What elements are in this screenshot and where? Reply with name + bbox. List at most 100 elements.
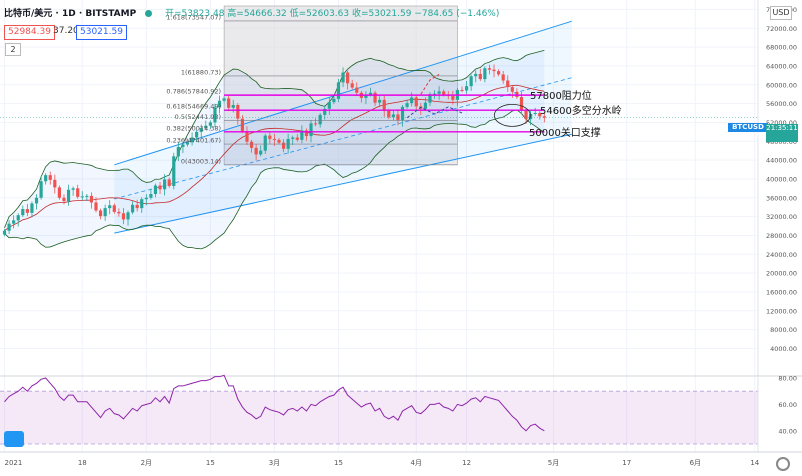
candle-body: [135, 204, 139, 209]
candle: [44, 173, 48, 185]
price-tag-price: 53021.59: [729, 132, 767, 140]
candle-body: [272, 138, 277, 140]
fib-level-label: 0(43003.14): [181, 157, 221, 165]
candle-body: [469, 76, 473, 87]
candle-body: [300, 130, 304, 140]
candle-body: [464, 86, 469, 91]
countdown-text: 21:35:11: [766, 124, 798, 132]
candle: [144, 194, 148, 206]
candle-body: [57, 187, 61, 198]
symbol-title[interactable]: 比特币/美元 · 1D · BITSTAMP: [4, 9, 137, 19]
candle-body: [195, 131, 199, 138]
candle: [437, 86, 441, 100]
candle-body: [181, 144, 185, 147]
candle-body: [533, 113, 537, 115]
candle: [236, 103, 240, 125]
price-tick-label: 60000.00: [766, 81, 797, 89]
candle-body: [350, 83, 354, 88]
tradingview-logo-icon[interactable]: [4, 431, 24, 447]
market-status-icon: [145, 10, 153, 17]
fib-box-fill: [224, 6, 458, 165]
time-tick-label: 14: [750, 459, 759, 467]
candle-body: [291, 137, 295, 139]
candle: [268, 132, 272, 144]
gear-icon[interactable]: [776, 457, 790, 471]
sell-price-button[interactable]: 52984.39: [4, 25, 55, 40]
price-tick-label: 4000.00: [770, 345, 797, 353]
candle-body: [21, 209, 25, 216]
rsi-tick-label: 80.00: [778, 375, 797, 383]
candle-body: [185, 142, 190, 145]
candle: [323, 105, 327, 120]
candle: [21, 205, 25, 218]
candle: [400, 105, 405, 127]
fibonacci-box: [223, 5, 458, 166]
candle: [222, 96, 226, 103]
time-tick-label: 15: [206, 459, 215, 467]
candle-body: [414, 97, 418, 107]
candle-body: [117, 211, 121, 214]
candle: [39, 176, 43, 200]
channel-mid-line: [114, 77, 572, 200]
candle: [281, 139, 286, 153]
candle-body: [89, 195, 94, 203]
candle-body: [323, 108, 327, 115]
time-tick-label: 15: [334, 459, 343, 467]
candle-body: [346, 72, 350, 84]
candle-body: [12, 220, 16, 224]
candle: [57, 185, 61, 200]
candle: [227, 94, 231, 112]
candle: [53, 174, 57, 194]
fib-level-label: 0.618(54669.49): [166, 102, 221, 110]
candle: [451, 90, 455, 105]
candle-body: [94, 202, 98, 211]
candle: [34, 194, 39, 210]
candle-body: [378, 99, 382, 103]
candle-body: [227, 98, 231, 108]
time-tick-label: 5月: [548, 459, 559, 467]
candle-body: [492, 69, 496, 72]
candle: [309, 119, 313, 143]
price-tick-label: 40000.00: [766, 175, 797, 183]
rsi-pane: 80.00 60.00 40.00: [0, 375, 802, 452]
time-tick-label: 4月: [411, 459, 422, 467]
candle-body: [62, 197, 66, 202]
candle: [414, 95, 418, 112]
candle-body: [405, 103, 409, 107]
price-tick-label: 24000.00: [766, 251, 797, 259]
fib-level-label: 0.786(57840.92): [166, 87, 221, 95]
candle: [25, 203, 29, 217]
candle: [510, 85, 514, 98]
candle: [190, 132, 194, 146]
candle: [16, 213, 20, 227]
candle: [71, 186, 75, 196]
candle-body: [25, 209, 29, 213]
candle: [405, 99, 409, 109]
candle-body: [400, 106, 405, 121]
candle-body: [7, 223, 11, 231]
price-tick-label: 68000.00: [766, 44, 797, 52]
candle-body: [355, 87, 359, 93]
time-tick-label: 17: [622, 459, 631, 467]
price-tick-label: 16000.00: [766, 288, 797, 296]
candle: [304, 128, 309, 141]
indicator-count-badge[interactable]: 2: [5, 43, 21, 56]
buy-price-button[interactable]: 53021.59: [76, 25, 127, 40]
currency-label[interactable]: USD: [770, 6, 792, 20]
candle-body: [451, 96, 455, 100]
candle-body: [76, 188, 80, 197]
candle: [2, 228, 7, 237]
candle-body: [410, 97, 414, 104]
candle: [469, 74, 473, 91]
candle: [524, 108, 528, 124]
candle: [391, 110, 395, 121]
candle: [373, 90, 377, 106]
candle-body: [268, 135, 272, 139]
candle: [108, 200, 112, 215]
candle-body: [245, 131, 249, 142]
candle-body: [510, 87, 514, 92]
candle: [172, 152, 176, 190]
candle-body: [487, 68, 492, 70]
candle: [135, 199, 139, 212]
